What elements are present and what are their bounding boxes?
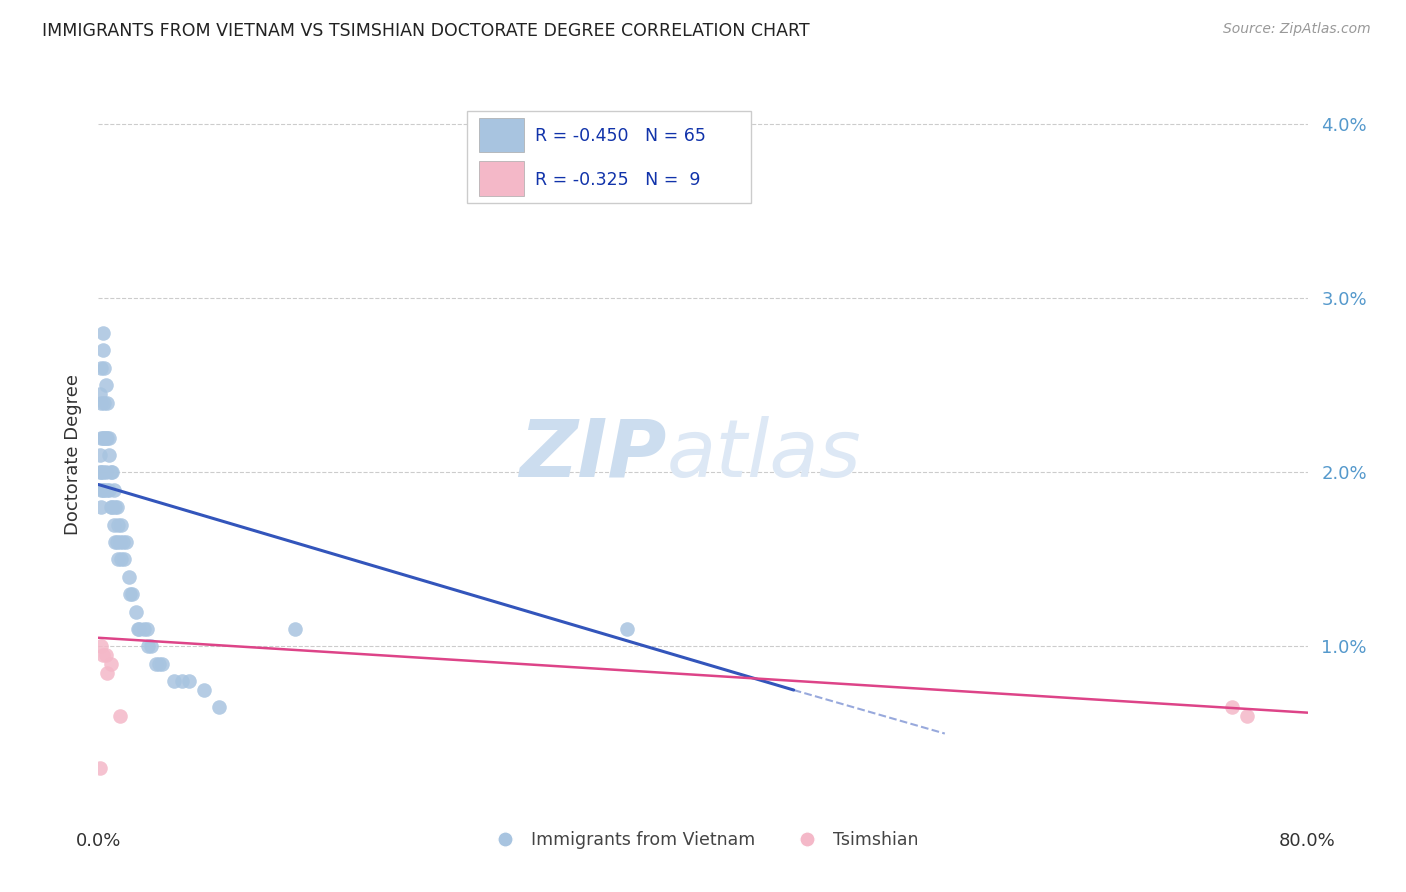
Legend: Immigrants from Vietnam, Tsimshian: Immigrants from Vietnam, Tsimshian [481, 824, 925, 855]
Point [98, 448, 121, 462]
Point [284, 622, 307, 636]
Point [89, 761, 111, 775]
Point [101, 500, 124, 515]
Point [96, 395, 118, 409]
Point [89, 466, 111, 480]
Point [107, 552, 129, 566]
Point [108, 535, 131, 549]
Point [136, 640, 159, 654]
Point [1236, 709, 1258, 723]
Point [150, 657, 173, 671]
Point [90, 360, 112, 375]
Point [91, 326, 114, 340]
Point [91, 343, 114, 358]
Point [93, 483, 115, 497]
Point [94, 466, 117, 480]
Point [98, 430, 121, 444]
Point [93, 360, 115, 375]
Text: Source: ZipAtlas.com: Source: ZipAtlas.com [1223, 22, 1371, 37]
Point [93, 395, 115, 409]
Point [103, 517, 125, 532]
Point [170, 674, 193, 689]
Point [96, 430, 118, 444]
Point [103, 483, 125, 497]
Y-axis label: Doctorate Degree: Doctorate Degree [63, 375, 82, 535]
Point [208, 700, 231, 714]
Point [110, 552, 132, 566]
Text: IMMIGRANTS FROM VIETNAM VS TSIMSHIAN DOCTORATE DEGREE CORRELATION CHART: IMMIGRANTS FROM VIETNAM VS TSIMSHIAN DOC… [42, 22, 810, 40]
Point [100, 466, 122, 480]
Point [141, 640, 163, 654]
Point [94, 648, 117, 663]
Point [91, 483, 114, 497]
Point [101, 466, 124, 480]
Point [120, 587, 142, 601]
Point [125, 605, 148, 619]
Point [90, 483, 112, 497]
Point [121, 587, 143, 601]
Point [111, 535, 134, 549]
Point [145, 657, 167, 671]
Point [148, 657, 170, 671]
Point [616, 622, 638, 636]
Point [110, 517, 132, 532]
Point [90, 466, 112, 480]
Point [105, 500, 128, 515]
Point [107, 517, 129, 532]
Point [98, 483, 121, 497]
Point [127, 622, 149, 636]
Point [91, 466, 114, 480]
Point [114, 535, 136, 549]
Point [91, 430, 114, 444]
Point [105, 535, 128, 549]
Text: ZIP: ZIP [519, 416, 666, 494]
Point [94, 430, 117, 444]
Point [94, 378, 117, 392]
Point [108, 709, 131, 723]
Point [90, 500, 112, 515]
Point [135, 622, 157, 636]
Point [179, 674, 201, 689]
Point [96, 665, 118, 680]
Point [90, 395, 112, 409]
Point [91, 648, 114, 663]
Point [112, 552, 135, 566]
Text: atlas: atlas [666, 416, 862, 494]
Point [104, 535, 127, 549]
Point [132, 622, 155, 636]
Point [100, 657, 122, 671]
Point [1220, 700, 1243, 714]
Point [128, 622, 150, 636]
Point [118, 570, 141, 584]
Point [96, 483, 118, 497]
Point [90, 430, 112, 444]
Point [100, 500, 122, 515]
Point [89, 387, 111, 401]
Point [104, 500, 127, 515]
Point [193, 683, 215, 698]
Point [89, 448, 111, 462]
Point [163, 674, 186, 689]
Point [93, 430, 115, 444]
Point [90, 640, 112, 654]
